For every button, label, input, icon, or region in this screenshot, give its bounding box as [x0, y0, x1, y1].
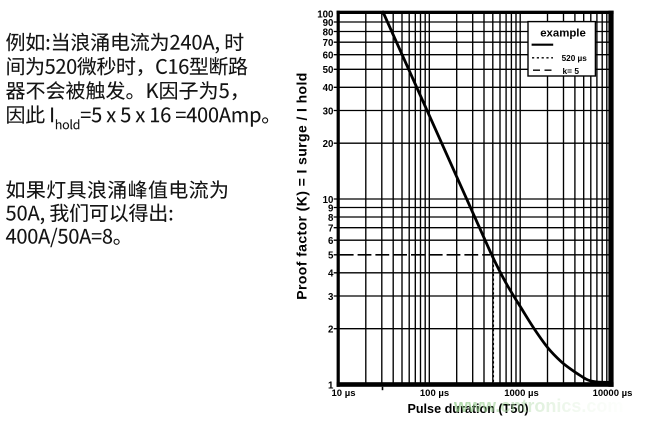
svg-text:1000 µs: 1000 µs: [504, 388, 539, 399]
svg-text:2: 2: [328, 325, 333, 336]
svg-text:10: 10: [323, 195, 334, 206]
svg-text:10000 µs: 10000 µs: [593, 388, 633, 399]
svg-text:10 µs: 10 µs: [332, 388, 356, 399]
svg-text:60: 60: [323, 51, 334, 62]
svg-text:50: 50: [323, 65, 334, 76]
svg-text:3: 3: [328, 292, 334, 303]
svg-text:Proof factor (K) = I surge / I: Proof factor (K) = I surge / I hold: [294, 72, 310, 300]
svg-text:80: 80: [323, 27, 334, 38]
svg-text:Pulse duration (T50): Pulse duration (T50): [407, 402, 528, 416]
svg-text:20: 20: [323, 139, 334, 150]
svg-text:40: 40: [323, 83, 334, 94]
svg-text:6: 6: [328, 236, 334, 247]
svg-text:4: 4: [328, 269, 334, 280]
svg-text:520 µs: 520 µs: [562, 54, 588, 63]
svg-text:www.cntronics.com: www.cntronics.com: [453, 396, 623, 416]
svg-text:9: 9: [328, 203, 334, 214]
svg-text:k= 5: k= 5: [563, 66, 580, 76]
svg-text:example: example: [540, 28, 586, 40]
svg-text:70: 70: [323, 38, 334, 49]
svg-text:100: 100: [317, 9, 333, 20]
svg-text:90: 90: [323, 18, 334, 29]
svg-text:100 µs: 100 µs: [420, 388, 449, 399]
svg-text:7: 7: [328, 224, 333, 235]
svg-text:5: 5: [328, 251, 334, 262]
svg-text:1: 1: [328, 380, 334, 391]
svg-text:30: 30: [323, 106, 334, 117]
svg-text:8: 8: [328, 213, 334, 224]
